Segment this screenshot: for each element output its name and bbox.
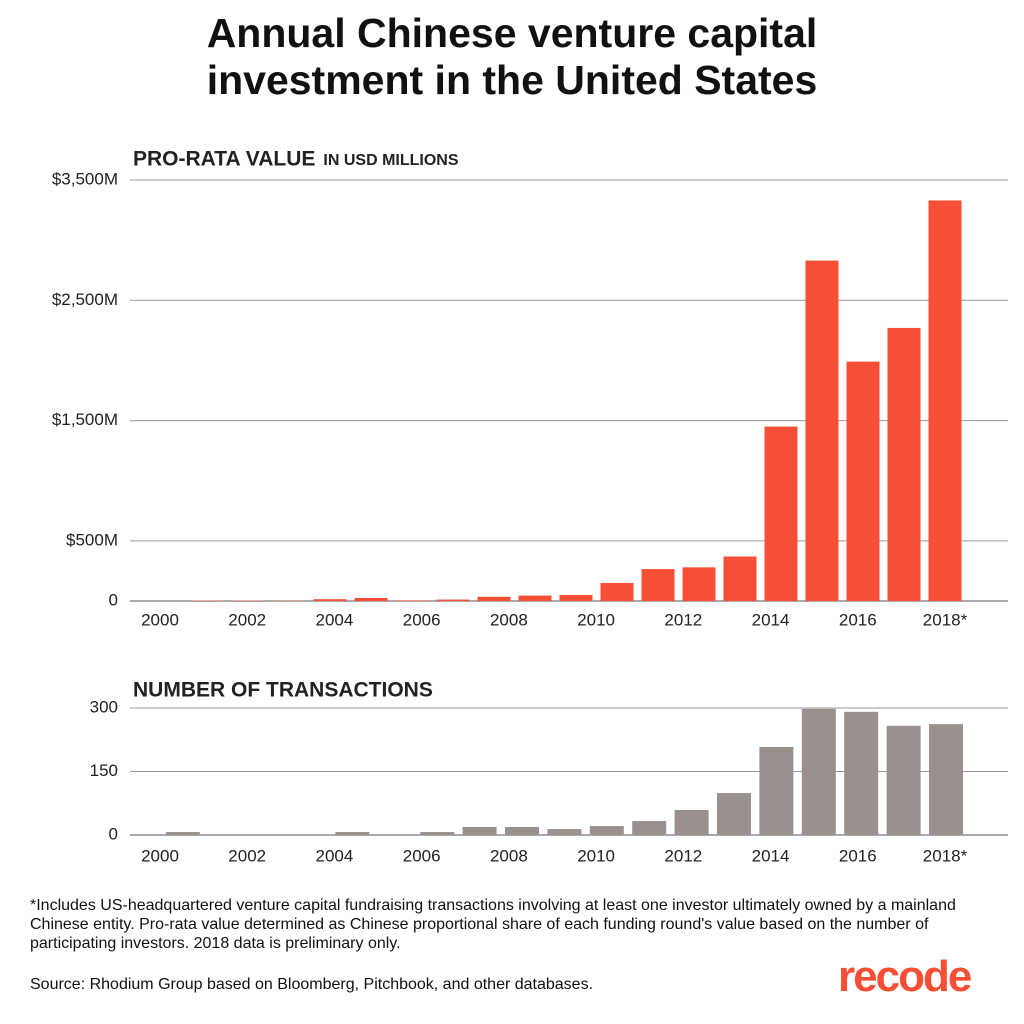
x-tick-label: 2002: [228, 610, 266, 629]
bar: [759, 746, 794, 835]
logo: recode: [838, 952, 972, 1001]
bar: [589, 826, 624, 835]
x-tick-label: 2000: [141, 610, 179, 629]
x-tick-label: 2018*: [923, 610, 968, 629]
bar: [559, 594, 593, 601]
bar: [462, 826, 497, 835]
bar: [505, 826, 539, 835]
x-tick-label: 2016: [839, 610, 877, 629]
x-tick-label: 2010: [577, 610, 615, 629]
y-tick-label: $3,500M: [52, 169, 118, 188]
bar: [547, 829, 582, 835]
x-tick-label: 2012: [664, 846, 702, 865]
x-tick-label: 2014: [752, 610, 790, 629]
x-tick-label: 2006: [403, 846, 441, 865]
bar: [293, 834, 327, 835]
bar: [886, 725, 921, 835]
x-tick-label: 2014: [752, 846, 790, 865]
bar: [805, 260, 839, 601]
bar: [335, 832, 370, 835]
chart-title: PRO-RATA VALUE: [133, 148, 315, 171]
y-tick-label: 150: [90, 761, 118, 780]
bar: [801, 708, 836, 835]
y-tick-label: $2,500M: [52, 290, 118, 309]
x-tick-label: 2002: [228, 846, 266, 865]
x-tick-label: 2004: [316, 846, 354, 865]
y-tick-label: 0: [109, 824, 118, 843]
bar: [682, 567, 716, 601]
y-tick-label: 0: [109, 590, 118, 609]
x-tick-label: 2004: [316, 610, 354, 629]
bar: [313, 599, 347, 601]
x-tick-label: 2012: [664, 610, 702, 629]
bar: [600, 582, 634, 601]
bar: [395, 600, 429, 601]
bar: [208, 834, 243, 835]
bar: [477, 596, 511, 601]
bar: [674, 810, 709, 835]
bar: [250, 834, 285, 835]
bar: [641, 569, 675, 601]
chart-subtitle: IN USD MILLIONS: [323, 152, 458, 169]
bar: [518, 595, 552, 601]
bar: [764, 426, 798, 601]
x-tick-label: 2006: [403, 610, 441, 629]
chart-title: NUMBER OF TRANSACTIONS: [133, 679, 433, 702]
x-tick-label: 2018*: [923, 846, 968, 865]
bar: [354, 597, 388, 601]
bar: [846, 361, 880, 601]
bar: [420, 832, 455, 835]
bar: [165, 832, 200, 835]
bar: [929, 724, 963, 835]
bar: [377, 834, 412, 835]
bar: [723, 556, 757, 601]
bar: [717, 793, 751, 835]
y-tick-label: 300: [90, 697, 118, 716]
bar: [632, 821, 667, 835]
x-tick-label: 2010: [577, 846, 615, 865]
y-tick-label: $1,500M: [52, 410, 118, 429]
bar: [887, 327, 921, 601]
bar: [928, 200, 962, 601]
footnote: *Includes US-headquartered venture capit…: [30, 897, 956, 952]
y-tick-label: $500M: [66, 530, 118, 549]
x-tick-label: 2016: [839, 846, 877, 865]
x-tick-label: 2000: [141, 846, 179, 865]
source: Source: Rhodium Group based on Bloomberg…: [30, 976, 594, 993]
bar: [844, 711, 879, 835]
x-tick-label: 2008: [490, 610, 528, 629]
bar: [436, 599, 470, 601]
x-tick-label: 2008: [490, 846, 528, 865]
page-title: Annual Chinese venture capital investmen…: [206, 10, 818, 103]
